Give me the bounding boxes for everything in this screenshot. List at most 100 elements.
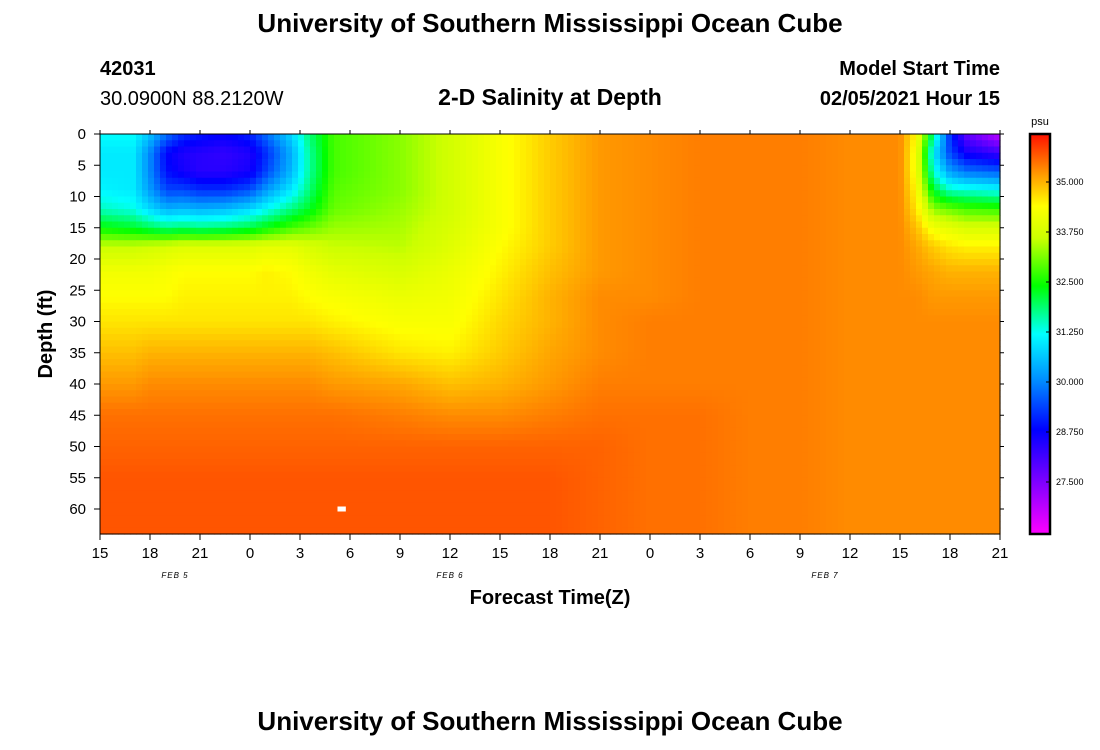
- heatmap-cell: [160, 452, 167, 460]
- heatmap-cell: [202, 302, 209, 310]
- heatmap-cell: [460, 446, 467, 454]
- heatmap-cell: [172, 340, 179, 348]
- heatmap-cell: [190, 152, 197, 160]
- heatmap-cell: [352, 134, 359, 141]
- heatmap-cell: [178, 215, 185, 223]
- heatmap-cell: [358, 140, 365, 148]
- heatmap-cell: [496, 521, 503, 529]
- heatmap-cell: [520, 196, 527, 204]
- heatmap-cell: [370, 409, 377, 416]
- heatmap-cell: [286, 352, 293, 360]
- heatmap-cell: [406, 471, 413, 479]
- heatmap-cell: [256, 477, 263, 485]
- heatmap-cell: [154, 365, 161, 373]
- heatmap-cell: [238, 384, 245, 391]
- heatmap-cell: [190, 365, 197, 373]
- heatmap-cell: [310, 515, 317, 523]
- heatmap-cell: [388, 184, 395, 191]
- heatmap-cell: [400, 365, 407, 373]
- heatmap-cell: [478, 377, 485, 385]
- heatmap-cell: [490, 365, 497, 373]
- heatmap-cell: [304, 440, 311, 448]
- heatmap-cell: [382, 302, 389, 310]
- heatmap-cell: [184, 190, 191, 198]
- heatmap-cell: [328, 427, 335, 435]
- heatmap-cell: [394, 509, 401, 516]
- heatmap-cell: [430, 377, 437, 385]
- heatmap-cell: [376, 140, 383, 148]
- heatmap-cell: [208, 177, 215, 185]
- heatmap-cell: [466, 215, 473, 223]
- heatmap-cell: [226, 402, 233, 410]
- heatmap-cell: [382, 209, 389, 216]
- heatmap-cell: [496, 352, 503, 360]
- heatmap-cell: [196, 327, 203, 335]
- heatmap-cell: [190, 515, 197, 523]
- heatmap-cell: [556, 196, 563, 204]
- heatmap-cell: [376, 259, 383, 266]
- heatmap-cell: [328, 140, 335, 148]
- heatmap-cell: [460, 352, 467, 360]
- heatmap-cell: [520, 352, 527, 360]
- heatmap-cell: [214, 227, 221, 235]
- heatmap-cell: [310, 309, 317, 316]
- heatmap-cell: [562, 402, 569, 410]
- heatmap-cell: [556, 215, 563, 223]
- heatmap-cell: [364, 365, 371, 373]
- heatmap-cell: [304, 390, 311, 398]
- heatmap-cell: [160, 234, 167, 241]
- heatmap-cell: [304, 446, 311, 454]
- heatmap-cell: [196, 227, 203, 235]
- heatmap-cell: [202, 196, 209, 204]
- heatmap-cell: [562, 277, 569, 285]
- heatmap-cell: [406, 402, 413, 410]
- heatmap-cell: [106, 284, 113, 291]
- heatmap-cell: [478, 202, 485, 210]
- heatmap-cell: [424, 396, 431, 404]
- heatmap-cell: [334, 521, 341, 529]
- heatmap-cell: [244, 477, 251, 485]
- heatmap-cell: [412, 271, 419, 279]
- heatmap-cell: [322, 140, 329, 148]
- heatmap-cell: [160, 346, 167, 354]
- heatmap-cell: [184, 427, 191, 435]
- heatmap-cell: [172, 334, 179, 341]
- heatmap-cell: [400, 521, 407, 529]
- heatmap-cell: [532, 215, 539, 223]
- heatmap-cell: [280, 484, 287, 491]
- heatmap-cell: [298, 152, 305, 160]
- heatmap-cell: [268, 177, 275, 185]
- heatmap-cell: [232, 140, 239, 148]
- heatmap-cell: [322, 521, 329, 529]
- heatmap-cell: [196, 134, 203, 141]
- heatmap-cell: [136, 390, 143, 398]
- heatmap-cell: [400, 190, 407, 198]
- heatmap-cell: [352, 365, 359, 373]
- heatmap-cell: [310, 202, 317, 210]
- heatmap-cell: [436, 490, 443, 498]
- heatmap-cell: [160, 477, 167, 485]
- heatmap-cell: [178, 315, 185, 323]
- heatmap-cell: [478, 471, 485, 479]
- heatmap-cell: [112, 159, 119, 166]
- heatmap-cell: [166, 171, 173, 179]
- heatmap-cell: [394, 140, 401, 148]
- heatmap-cell: [484, 265, 491, 273]
- heatmap-cell: [340, 259, 347, 266]
- heatmap-cell: [538, 327, 545, 335]
- heatmap-cell: [208, 409, 215, 416]
- heatmap-cell: [358, 340, 365, 348]
- heatmap-cell: [328, 152, 335, 160]
- heatmap-cell: [262, 171, 269, 179]
- heatmap-cell: [256, 371, 263, 379]
- heatmap-cell: [268, 277, 275, 285]
- heatmap-cell: [172, 321, 179, 329]
- heatmap-cell: [124, 290, 131, 298]
- heatmap-cell: [274, 296, 281, 304]
- heatmap-cell: [376, 484, 383, 491]
- heatmap-cell: [466, 165, 473, 173]
- heatmap-cell: [382, 227, 389, 235]
- heatmap-cell: [280, 371, 287, 379]
- heatmap-cell: [412, 209, 419, 216]
- heatmap-cell: [298, 465, 305, 473]
